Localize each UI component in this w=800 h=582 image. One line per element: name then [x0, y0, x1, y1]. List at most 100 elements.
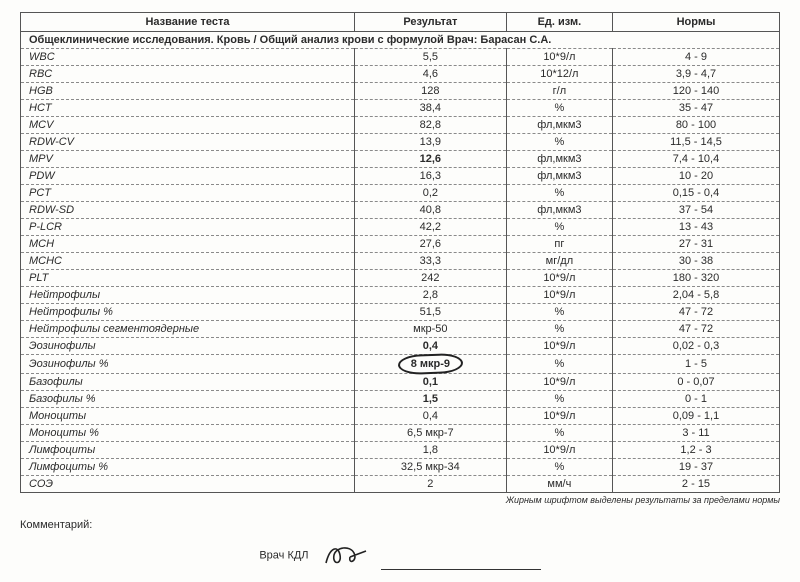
- result-value: 33,3: [420, 255, 441, 267]
- cell-name: HCT: [21, 100, 355, 117]
- table-row: RDW-CV13,9%11,5 - 14,5: [21, 134, 780, 151]
- result-value: мкр-50: [413, 323, 447, 335]
- cell-result: 27,6: [354, 236, 506, 253]
- cell-name: PLT: [21, 270, 355, 287]
- cell-result: 42,2: [354, 219, 506, 236]
- cell-unit: мг/дл: [506, 253, 612, 270]
- cell-norm: 30 - 38: [613, 253, 780, 270]
- cell-norm: 1,2 - 3: [613, 442, 780, 459]
- table-row: RBC4,610*12/л3,9 - 4,7: [21, 66, 780, 83]
- cell-unit: фл,мкм3: [506, 168, 612, 185]
- signature-icon: [320, 541, 370, 570]
- result-value: 1,8: [423, 444, 438, 456]
- cell-result: 32,5 мкр-34: [354, 459, 506, 476]
- result-value: 12,6: [420, 153, 441, 165]
- header-row: Название теста Результат Ед. изм. Нормы: [21, 13, 780, 32]
- cell-norm: 3,9 - 4,7: [613, 66, 780, 83]
- cell-result: 2: [354, 476, 506, 493]
- cell-result: 0,1: [354, 374, 506, 391]
- result-value: 51,5: [420, 306, 441, 318]
- cell-name: HGB: [21, 83, 355, 100]
- cell-name: MPV: [21, 151, 355, 168]
- result-value: 2: [427, 478, 433, 490]
- cell-unit: 10*9/л: [506, 408, 612, 425]
- result-value: 32,5 мкр-34: [401, 461, 460, 473]
- table-row: MCHC 33,3 мг/дл30 - 38: [21, 253, 780, 270]
- cell-result: 33,3: [354, 253, 506, 270]
- cell-unit: фл,мкм3: [506, 202, 612, 219]
- cell-result: 51,5: [354, 304, 506, 321]
- cell-unit: %: [506, 355, 612, 374]
- cell-norm: 0 - 1: [613, 391, 780, 408]
- result-value: 0,2: [423, 187, 438, 199]
- cell-unit: %: [506, 459, 612, 476]
- hdr-unit: Ед. изм.: [506, 13, 612, 32]
- cell-name: Эозинофилы %: [21, 355, 355, 374]
- cell-unit: фл,мкм3: [506, 151, 612, 168]
- cell-norm: 180 - 320: [613, 270, 780, 287]
- cell-unit: 10*9/л: [506, 287, 612, 304]
- cell-norm: 47 - 72: [613, 304, 780, 321]
- table-row: Базофилы %1,5%0 - 1: [21, 391, 780, 408]
- cell-result: 12,6: [354, 151, 506, 168]
- hdr-name: Название теста: [21, 13, 355, 32]
- table-row: RDW-SD40,8фл,мкм337 - 54: [21, 202, 780, 219]
- table-row: Эозинофилы0,410*9/л0,02 - 0,3: [21, 338, 780, 355]
- cell-result: 4,6: [354, 66, 506, 83]
- cell-name: Моноциты %: [21, 425, 355, 442]
- table-row: MCH27,6пг27 - 31: [21, 236, 780, 253]
- cell-norm: 10 - 20: [613, 168, 780, 185]
- result-value: 82,8: [420, 119, 441, 131]
- cell-unit: %: [506, 134, 612, 151]
- result-value: 4,6: [423, 68, 438, 80]
- cell-result: 38,4: [354, 100, 506, 117]
- cell-name: Базофилы: [21, 374, 355, 391]
- cell-name: PCT: [21, 185, 355, 202]
- cell-norm: 11,5 - 14,5: [613, 134, 780, 151]
- result-value: 5,5: [423, 51, 438, 63]
- cell-unit: пг: [506, 236, 612, 253]
- table-row: Моноциты %6,5 мкр-7%3 - 11: [21, 425, 780, 442]
- cell-result: мкр-50: [354, 321, 506, 338]
- result-value: 0,4: [423, 340, 438, 352]
- table-row: MPV12,6фл,мкм37,4 - 10,4: [21, 151, 780, 168]
- result-value: 2,8: [423, 289, 438, 301]
- cell-norm: 1 - 5: [613, 355, 780, 374]
- cell-norm: 2 - 15: [613, 476, 780, 493]
- cell-norm: 27 - 31: [613, 236, 780, 253]
- cell-result: 16,3: [354, 168, 506, 185]
- table-row: HCT38,4%35 - 47: [21, 100, 780, 117]
- cell-norm: 80 - 100: [613, 117, 780, 134]
- cell-name: Эозинофилы: [21, 338, 355, 355]
- cell-unit: 10*9/л: [506, 270, 612, 287]
- cell-result: 1,8: [354, 442, 506, 459]
- cell-result: 0,2: [354, 185, 506, 202]
- result-value: 128: [421, 85, 439, 97]
- cell-result: 5,5: [354, 49, 506, 66]
- cell-name: Нейтрофилы: [21, 287, 355, 304]
- table-row: Нейтрофилы %51,5%47 - 72: [21, 304, 780, 321]
- table-row: СОЭ2мм/ч2 - 15: [21, 476, 780, 493]
- result-value: 0,4: [423, 410, 438, 422]
- table-row: PLT24210*9/л180 - 320: [21, 270, 780, 287]
- cell-name: Лимфоциты %: [21, 459, 355, 476]
- cell-unit: %: [506, 304, 612, 321]
- cell-name: RDW-SD: [21, 202, 355, 219]
- section-row: Общеклинические исследования. Кровь / Об…: [21, 32, 780, 49]
- cell-result: 242: [354, 270, 506, 287]
- cell-unit: 10*9/л: [506, 442, 612, 459]
- result-value: 13,9: [420, 136, 441, 148]
- cell-unit: %: [506, 425, 612, 442]
- cell-norm: 0 - 0,07: [613, 374, 780, 391]
- cell-name: MCHC: [21, 253, 355, 270]
- cell-norm: 0,15 - 0,4: [613, 185, 780, 202]
- cell-result: 13,9: [354, 134, 506, 151]
- table-row: MCV82,8фл,мкм380 - 100: [21, 117, 780, 134]
- cell-norm: 35 - 47: [613, 100, 780, 117]
- result-value: 0,1: [423, 376, 438, 388]
- result-value: 8 мкр-9: [401, 357, 460, 371]
- cell-result: 82,8: [354, 117, 506, 134]
- cell-name: Лимфоциты: [21, 442, 355, 459]
- table-row: PDW16,3фл,мкм310 - 20: [21, 168, 780, 185]
- table-row: Лимфоциты 1,8 10*9/л1,2 - 3: [21, 442, 780, 459]
